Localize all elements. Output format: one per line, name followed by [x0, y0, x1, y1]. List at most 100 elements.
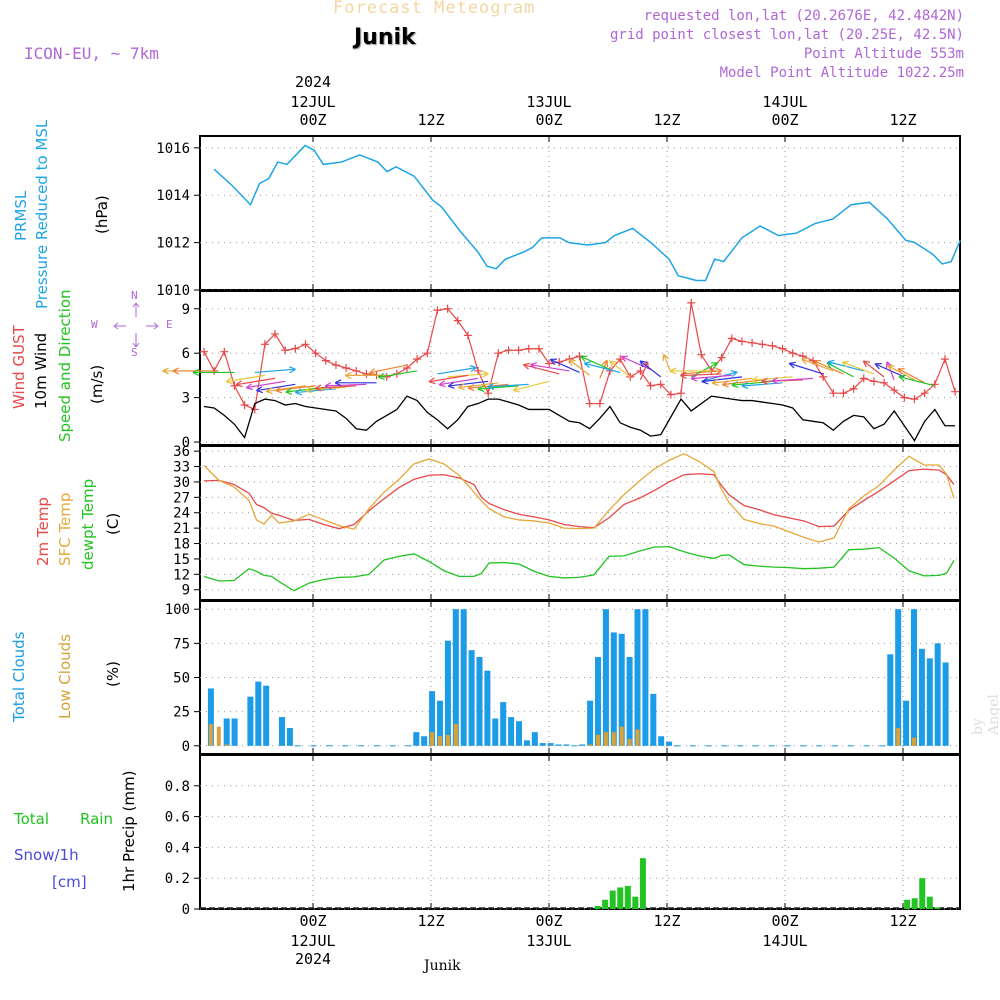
top-time-label: 12Z: [889, 111, 917, 129]
wind-direction-arrow: [599, 360, 608, 379]
temp2m-line: [203, 468, 955, 530]
wind-arrow-head: [265, 387, 273, 395]
wind-arrow-head: [428, 377, 436, 385]
total-cloud-bar: [595, 657, 601, 746]
wind-arrow-head: [235, 380, 243, 388]
total-cloud-bar: [263, 685, 270, 746]
total-cloud-bar: [642, 609, 649, 746]
wind-direction-arrow: [681, 370, 722, 375]
wind-arrow-head: [477, 384, 485, 393]
point-altitude: Point Altitude 553m: [803, 46, 964, 62]
total-cloud-bar: [484, 670, 491, 746]
panel-frame: [199, 135, 961, 291]
total-cloud-bar: [602, 609, 609, 746]
compass-icon: [113, 302, 159, 348]
y-tick-label: 0.4: [165, 840, 190, 856]
wind-direction-arrow: [731, 380, 773, 386]
gust-marker: [423, 349, 432, 358]
wind-direction-arrow: [378, 370, 418, 378]
total-cloud-bar: [903, 700, 910, 746]
bottom-time-label: 12Z: [653, 912, 681, 930]
y-tick-label: 36: [173, 444, 190, 460]
top-time-label: 13JUL: [526, 93, 572, 111]
wind-direction-arrow: [584, 362, 621, 374]
wind-arrow-head: [469, 365, 477, 373]
bottom-time-label: 14JUL: [762, 932, 808, 950]
total-cloud-bar: [286, 728, 293, 746]
compass-n: N: [131, 289, 138, 302]
gust-marker: [200, 347, 208, 356]
wind-arrow-head: [305, 386, 312, 394]
bottom-time-label: 00Z: [535, 912, 563, 930]
wind-direction-arrow: [789, 362, 824, 375]
cm-unit: [cm]: [52, 873, 87, 891]
wind-direction-arrow: [458, 382, 499, 389]
rain-bar: [934, 907, 941, 909]
wind-arrow-head: [751, 376, 759, 384]
wind-direction-arrow: [690, 374, 732, 380]
gust-marker: [697, 350, 706, 359]
y-tick-label: 0: [182, 902, 190, 918]
total-cloud-bar: [934, 643, 941, 746]
total-cloud-bar: [579, 744, 586, 746]
wind-arrow-head: [788, 361, 796, 369]
total-cloud-bar: [223, 718, 230, 746]
low-cloud-bar: [224, 744, 229, 746]
gust-marker: [687, 298, 696, 307]
wind-arrow-head: [245, 383, 253, 391]
wind-direction-arrow: [447, 373, 489, 378]
gust-marker: [250, 405, 259, 414]
wind-direction-arrow: [897, 368, 925, 384]
wind-direction-arrow: [487, 383, 529, 388]
wind-direction-arrow: [680, 373, 722, 377]
total-cloud-bar: [452, 609, 459, 746]
gust-marker: [504, 346, 513, 355]
low-cloud-bar: [430, 732, 435, 746]
gust-marker: [281, 346, 290, 355]
gust-marker: [819, 372, 828, 381]
low-cloud-bar: [611, 732, 616, 746]
wind-direction-arrow: [325, 383, 367, 387]
y-tick-label: 6: [182, 346, 190, 362]
wind-arrow-head: [275, 386, 283, 394]
wind-direction-arrow: [568, 358, 591, 376]
gust-marker: [636, 366, 645, 375]
total-cloud-bar: [911, 609, 917, 746]
wind-arrow-head: [898, 374, 906, 382]
y-tick-label: 1016: [156, 141, 190, 157]
total-cloud-bar: [421, 736, 428, 746]
y-tick-label: 15: [173, 552, 190, 568]
wind-arrow-head: [481, 370, 489, 378]
wind-direction-arrow: [841, 361, 875, 375]
wind-arrow-head: [583, 361, 591, 369]
low-cloud-bar: [627, 738, 632, 746]
wind-direction-arrow: [741, 382, 783, 387]
top-time-label: 12Z: [417, 111, 445, 129]
total-label: Total: [14, 810, 50, 828]
gust-marker: [494, 349, 503, 358]
gust-marker: [920, 389, 929, 398]
wind-direction-arrow: [275, 385, 316, 392]
wind-direction-arrow: [639, 361, 649, 381]
wind-direction-arrow: [225, 374, 265, 383]
gust-marker: [940, 355, 949, 364]
wind-arrow-head: [580, 355, 588, 363]
wind-arrow-head: [369, 368, 377, 376]
bottom-time-label: 12Z: [889, 912, 917, 930]
sfc-temp-line: [203, 452, 955, 543]
rain-bar: [919, 878, 926, 909]
gust-marker: [413, 355, 422, 364]
wind-arrow-head: [314, 384, 322, 392]
y-tick-label: 0: [182, 739, 190, 755]
top-time-label: 2024: [294, 73, 332, 91]
total-cloud-bar: [255, 681, 262, 746]
total-cloud-bar: [413, 732, 420, 746]
rain-bar: [602, 899, 609, 909]
total-cloud-bar: [207, 688, 214, 746]
wind-line: [203, 395, 956, 442]
total-cloud-bar: [626, 657, 633, 746]
gust-marker: [291, 344, 300, 353]
rain-bar: [617, 887, 624, 909]
wind-arrow-head: [771, 377, 779, 385]
total-cloud-bar: [555, 744, 562, 746]
